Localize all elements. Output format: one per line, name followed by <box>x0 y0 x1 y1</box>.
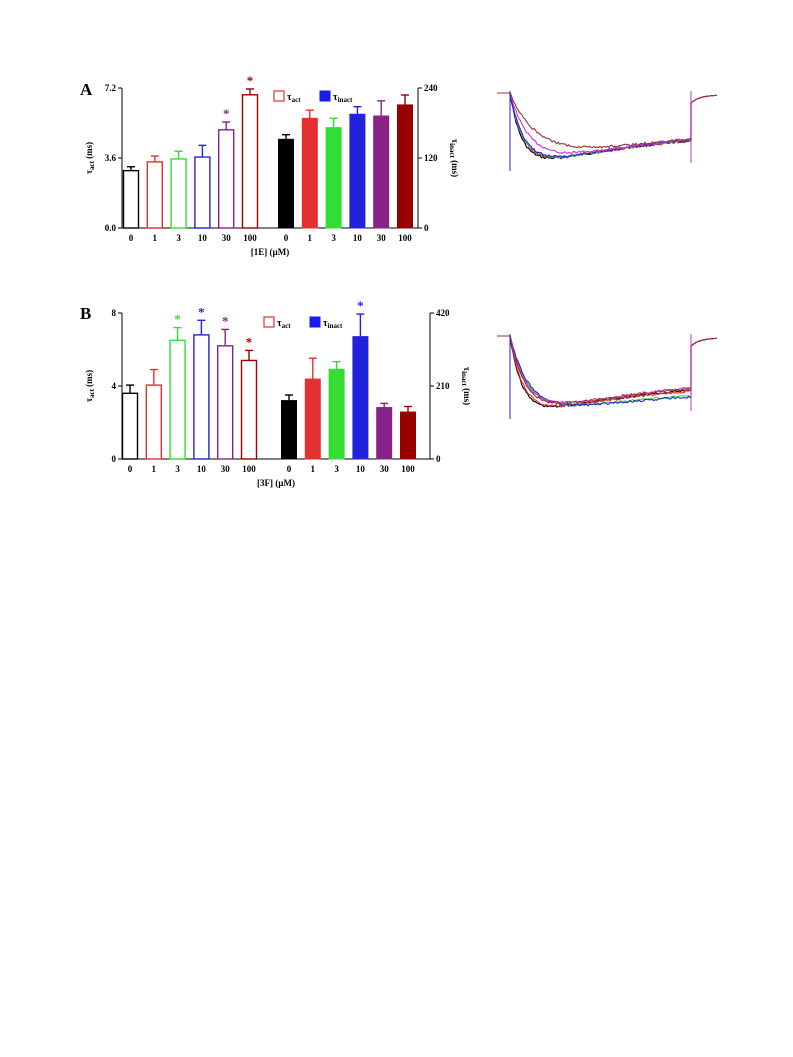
bar-inact <box>400 411 416 460</box>
left-axis-tick-label: 8 <box>112 308 117 318</box>
bar-inact <box>325 127 342 229</box>
x-tick-label: 1 <box>153 233 158 243</box>
x-axis-title: [3F] (µM) <box>257 478 295 488</box>
right-axis-tick-label: 420 <box>436 308 450 318</box>
legend-label: τinact <box>333 92 353 104</box>
current-trace <box>497 335 718 408</box>
current-trace <box>497 92 718 149</box>
current-trace <box>497 92 718 159</box>
x-tick-label: 1 <box>311 464 316 474</box>
bar-inact <box>376 407 393 460</box>
x-tick-label: 100 <box>398 233 412 243</box>
x-tick-label: 3 <box>175 464 180 474</box>
legend-label: τact <box>277 318 291 330</box>
significance-star: * <box>357 298 364 313</box>
x-tick-label: 30 <box>222 233 232 243</box>
legend-label: τact <box>287 92 301 104</box>
bar-act <box>145 384 163 460</box>
legend-swatch-open <box>263 316 275 328</box>
current-trace <box>497 92 718 155</box>
significance-star: * <box>247 73 254 88</box>
bar-inact <box>352 336 369 460</box>
x-tick-label: 1 <box>308 233 313 243</box>
x-tick-label: 0 <box>287 464 292 474</box>
panel-label: B <box>80 304 91 323</box>
bar-act <box>241 94 259 229</box>
x-tick-label: 10 <box>197 464 207 474</box>
right-axis-tick-label: 240 <box>424 83 438 93</box>
current-trace <box>497 335 718 405</box>
x-tick-label: 3 <box>331 233 336 243</box>
x-tick-label: 100 <box>242 464 256 474</box>
bar-inact <box>301 117 318 229</box>
bar-inact <box>349 113 366 229</box>
current-trace <box>497 335 718 407</box>
legend-swatch-filled <box>319 90 331 102</box>
bar-act <box>194 156 211 229</box>
x-tick-label: 1 <box>152 464 157 474</box>
x-tick-label: 0 <box>128 464 133 474</box>
x-axis-title: [1E] (µM) <box>251 247 289 257</box>
right-axis-tick-label: 210 <box>436 381 450 391</box>
bar-act <box>240 359 258 460</box>
left-axis-tick-label: 7.2 <box>105 83 117 93</box>
bar-inact <box>278 138 294 229</box>
current-trace <box>497 92 718 159</box>
x-tick-label: 30 <box>221 464 231 474</box>
x-tick-label: 3 <box>176 233 181 243</box>
significance-star: * <box>222 313 229 328</box>
significance-star: * <box>246 334 253 349</box>
bar-act <box>121 392 139 460</box>
panel-a-bar-chart: A 0.0 3.6 7.2 τact (ms) 0 120 240 τinact (ms) 0 1 3… <box>70 70 470 265</box>
bar-act <box>170 158 187 229</box>
left-axis-title: τact (ms) <box>84 370 96 402</box>
bar-inact <box>397 104 413 229</box>
x-tick-label: 10 <box>356 464 366 474</box>
bar-act <box>193 334 210 460</box>
x-tick-label: 30 <box>380 464 390 474</box>
bar-act <box>217 129 235 229</box>
bar-act <box>169 339 186 460</box>
x-tick-label: 100 <box>401 464 415 474</box>
panel-a-svg: A 0.0 3.6 7.2 τact (ms) 0 120 240 τinact (ms) 0 1 3… <box>80 73 460 257</box>
bar-inact <box>328 368 345 460</box>
right-axis-title: τinact (ms) <box>460 367 470 405</box>
bar-inact <box>281 400 297 460</box>
significance-star: * <box>198 304 205 319</box>
panel-label: A <box>80 80 93 99</box>
panel-b-current-trace <box>495 328 720 433</box>
left-axis-tick-label: 0.0 <box>105 223 117 233</box>
legend-swatch-open <box>273 90 285 102</box>
x-tick-label: 3 <box>334 464 339 474</box>
right-axis-tick-label: 120 <box>424 153 438 163</box>
bar-inact <box>304 378 321 460</box>
x-tick-label: 10 <box>353 233 363 243</box>
bar-act <box>146 161 164 229</box>
left-axis-tick-label: 4 <box>112 381 117 391</box>
x-tick-label: 0 <box>129 233 134 243</box>
x-tick-label: 0 <box>284 233 289 243</box>
left-axis-title: τact (ms) <box>84 142 96 174</box>
panel-a-current-trace <box>495 85 720 185</box>
significance-star: * <box>223 106 230 121</box>
panel-b-trace-svg <box>497 334 718 419</box>
x-tick-label: 100 <box>243 233 257 243</box>
right-axis-tick-label: 0 <box>424 223 429 233</box>
left-axis-tick-label: 3.6 <box>105 153 117 163</box>
current-trace <box>497 92 718 158</box>
panel-a-trace-svg <box>497 91 718 171</box>
bar-inact <box>373 115 390 229</box>
left-axis-tick-label: 0 <box>112 454 117 464</box>
right-axis-tick-label: 0 <box>436 454 441 464</box>
significance-star: * <box>174 312 181 327</box>
legend-swatch-filled <box>309 316 321 328</box>
x-tick-label: 10 <box>198 233 208 243</box>
right-axis-title: τinact (ms) <box>448 139 460 177</box>
bar-act <box>216 345 234 460</box>
bar-act <box>122 169 140 229</box>
legend-label: τinact <box>323 318 343 330</box>
x-tick-label: 30 <box>377 233 387 243</box>
